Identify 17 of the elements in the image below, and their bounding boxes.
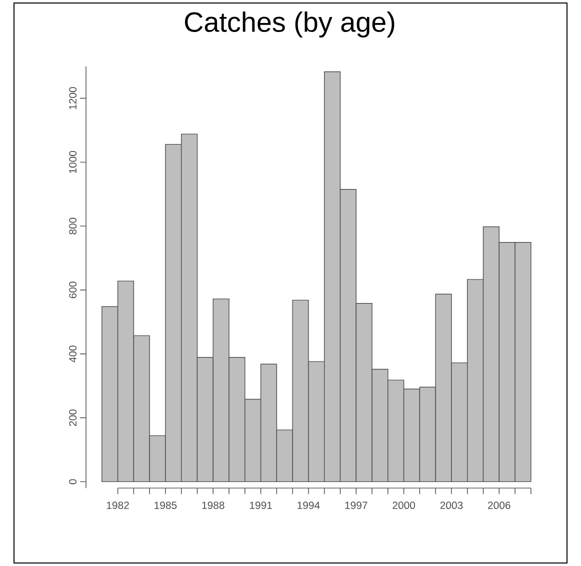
- x-tick-label: 2003: [440, 502, 463, 510]
- x-tick-label: 2006: [488, 502, 510, 510]
- y-tick-label: 800: [69, 218, 77, 234]
- y-tick-label: 1200: [69, 87, 77, 110]
- x-tick-label: 1988: [202, 502, 224, 510]
- y-tick-label: 1000: [69, 150, 77, 174]
- x-tick-label: 1985: [154, 502, 177, 510]
- y-tick-label: 600: [69, 282, 77, 298]
- x-tick-label: 1997: [345, 502, 368, 510]
- y-tick-label: 200: [69, 409, 77, 426]
- x-tick-label: 1994: [298, 502, 320, 510]
- x-tick-label: 1991: [250, 502, 272, 510]
- y-tick-label: 400: [69, 346, 77, 362]
- x-tick-label: 2000: [392, 502, 416, 510]
- chart-title: Catches (by age): [184, 12, 394, 38]
- y-tick-label: 0: [69, 479, 77, 484]
- x-tick-label: 1982: [106, 502, 129, 510]
